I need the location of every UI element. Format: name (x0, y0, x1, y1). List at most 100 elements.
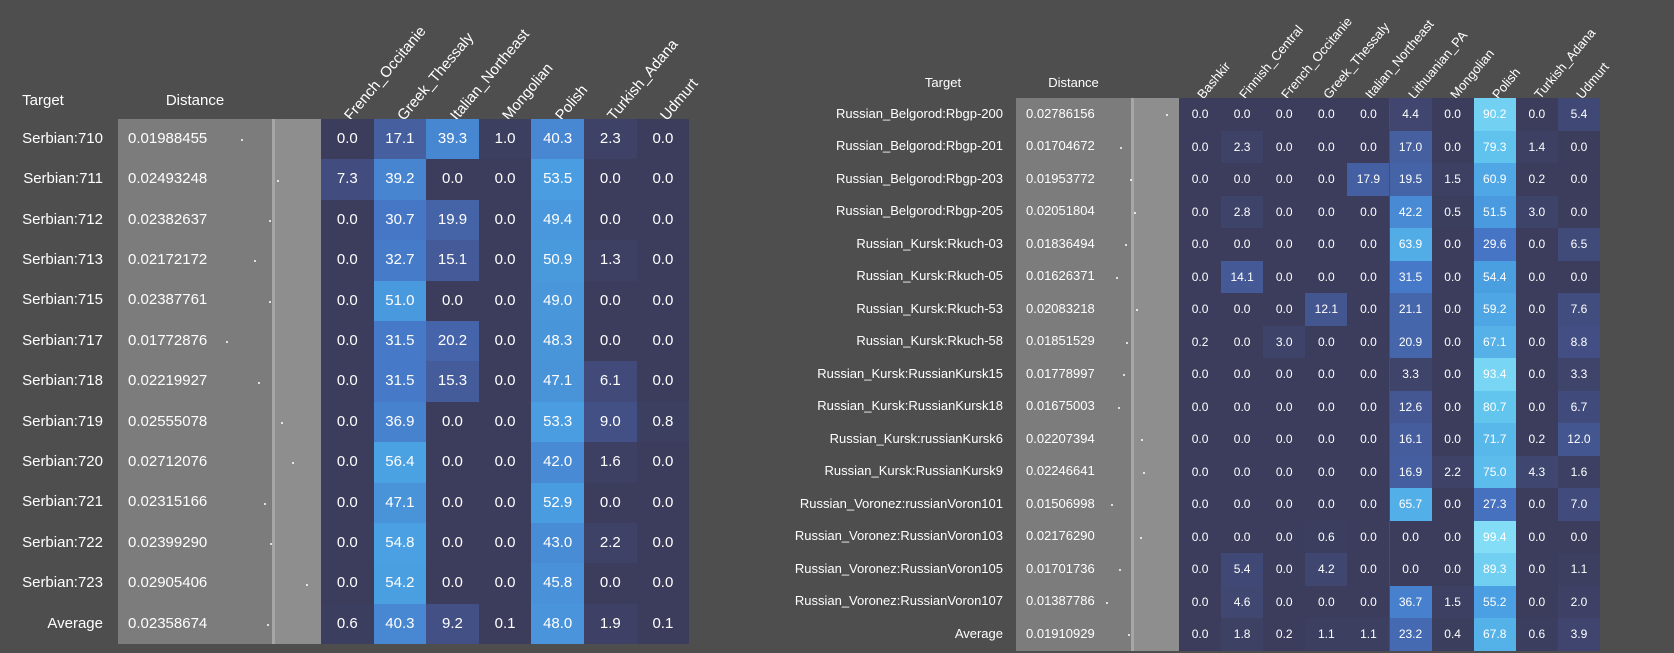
heatmap-cell: 67.8 (1473, 618, 1516, 651)
heatmap-cell: 39.2 (373, 159, 427, 200)
heatmap-cell: 0.0 (426, 159, 479, 200)
target-label: Russian_Kursk:Rkuch-05 (856, 268, 1003, 284)
distance-value: 0.01772876 (128, 331, 208, 349)
heatmap-cell: 0.0 (426, 401, 479, 443)
target-label: Serbian:721 (22, 493, 103, 511)
heatmap-cell: 0.0 (1305, 358, 1348, 391)
heatmap-cell: 17.9 (1347, 163, 1390, 196)
target-label: Russian_Kursk:RussianKursk18 (817, 398, 1003, 414)
target-header: Target (924, 75, 962, 90)
heatmap-cell: 0.0 (1179, 520, 1222, 553)
heatmap-cell: 1.5 (1431, 585, 1474, 618)
heatmap-cell: 6.5 (1557, 228, 1600, 261)
heatmap-cell: 56.4 (373, 442, 427, 483)
target-label: Russian_Kursk:Rkuch-58 (856, 333, 1003, 349)
heatmap-cell: 0.6 (1515, 618, 1558, 651)
heatmap-cell: 0.0 (1347, 423, 1390, 456)
heatmap-cell: 0.0 (636, 563, 690, 604)
distance-marker (1106, 601, 1108, 604)
target-label: Russian_Belgorod:Rbgp-205 (836, 203, 1003, 219)
target-label: Russian_Voronez:russianVoron101 (799, 495, 1003, 511)
heatmap-cell: 0.0 (584, 159, 637, 200)
heatmap-cell: 15.3 (426, 361, 479, 402)
distance-header: Distance (1048, 75, 1099, 90)
target-label: Russian_Kursk:RussianKursk9 (824, 463, 1003, 479)
distance-marker (1119, 569, 1122, 572)
distance-marker (241, 139, 244, 142)
heatmap-cell: 0.0 (321, 321, 374, 362)
heatmap-cell: 0.0 (1221, 488, 1264, 521)
heatmap-cell: 1.1 (1347, 618, 1390, 651)
distance-marker (264, 502, 267, 505)
heatmap-cell: 0.2 (1179, 325, 1222, 358)
target-label: Serbian:713 (22, 250, 103, 268)
heatmap-cell: 0.0 (321, 563, 374, 604)
heatmap-cell: 0.0 (478, 199, 532, 241)
target-label: Serbian:718 (22, 372, 103, 390)
heatmap-cell: 0.1 (636, 603, 690, 645)
heatmap-cell: 17.0 (1389, 130, 1432, 163)
heatmap-cell: 23.2 (1389, 618, 1432, 651)
distance-value: 0.02207394 (1026, 430, 1095, 446)
target-label: Serbian:712 (22, 210, 103, 228)
heatmap-cell: 0.0 (1263, 423, 1306, 456)
heatmap-cell: 47.1 (373, 482, 427, 523)
heatmap-cell: 0.0 (1431, 130, 1474, 163)
distance-value: 0.01675003 (1026, 398, 1095, 414)
distance-marker (276, 179, 279, 182)
heatmap-cell: 0.0 (636, 280, 690, 321)
heatmap-cell: 5.4 (1221, 553, 1264, 586)
heatmap-cell: 0.2 (1515, 423, 1558, 456)
heatmap-cell: 0.0 (1431, 488, 1474, 521)
heatmap-cell: 0.0 (1179, 163, 1222, 196)
target-label: Serbian:720 (22, 452, 103, 470)
heatmap-cell: 39.3 (426, 119, 479, 160)
distance-marker (269, 300, 272, 303)
heatmap-cell: 0.0 (636, 361, 690, 402)
heatmap-cell: 0.0 (426, 482, 479, 523)
distance-marker (1128, 634, 1131, 637)
distance-value: 0.02358674 (128, 614, 208, 632)
heatmap-cell: 12.6 (1389, 390, 1432, 423)
heatmap-cell: 0.0 (1431, 520, 1474, 553)
heatmap-cell: 20.9 (1389, 325, 1432, 358)
distance-marker (1142, 471, 1145, 474)
distance-marker (1125, 244, 1128, 247)
distance-marker (226, 341, 228, 344)
distance-marker (269, 220, 272, 222)
heatmap-cell: 0.0 (1179, 98, 1222, 131)
heatmap-cell: 0.0 (1179, 260, 1222, 293)
heatmap-cell: 1.0 (478, 119, 532, 160)
column-label: Udmurt (656, 75, 702, 124)
heatmap-cell: 0.0 (1263, 195, 1306, 228)
heatmap-cell: 17.1 (373, 119, 427, 160)
distance-marker (1141, 439, 1144, 442)
heatmap-cell: 0.0 (1305, 163, 1348, 196)
distance-value: 0.02083218 (1026, 300, 1095, 316)
heatmap-cell: 0.0 (1179, 618, 1222, 651)
heatmap-cell: 99.4 (1473, 520, 1516, 553)
heatmap-cell: 0.0 (1347, 130, 1390, 163)
heatmap-cell: 12.1 (1305, 293, 1348, 326)
distance-value: 0.01387786 (1026, 593, 1095, 609)
heatmap-cell: 31.5 (373, 321, 427, 362)
target-label: Russian_Belgorod:Rbgp-200 (836, 105, 1003, 121)
distance-marker (267, 624, 270, 626)
heatmap-cell: 0.0 (1515, 553, 1558, 586)
heatmap-cell: 45.8 (531, 563, 584, 604)
distance-value: 0.02387761 (128, 291, 208, 309)
heatmap-cell: 0.0 (1263, 488, 1306, 521)
column-label: Polish (1488, 64, 1524, 102)
heatmap-cell: 0.0 (321, 240, 374, 281)
heatmap-cell: 0.0 (636, 159, 690, 200)
distance-value: 0.01953772 (1026, 170, 1095, 186)
column-label: Udmurt (1572, 59, 1612, 102)
column-label: Polish (551, 81, 591, 124)
heatmap-cell: 79.3 (1473, 130, 1516, 163)
heatmap-cell: 0.0 (1389, 520, 1432, 553)
distance-header: Distance (165, 92, 225, 109)
heatmap-cell: 0.0 (1221, 520, 1264, 553)
heatmap-cell: 2.8 (1221, 195, 1264, 228)
heatmap-cell: 0.0 (1515, 260, 1558, 293)
heatmap-cell: 55.2 (1473, 585, 1516, 618)
